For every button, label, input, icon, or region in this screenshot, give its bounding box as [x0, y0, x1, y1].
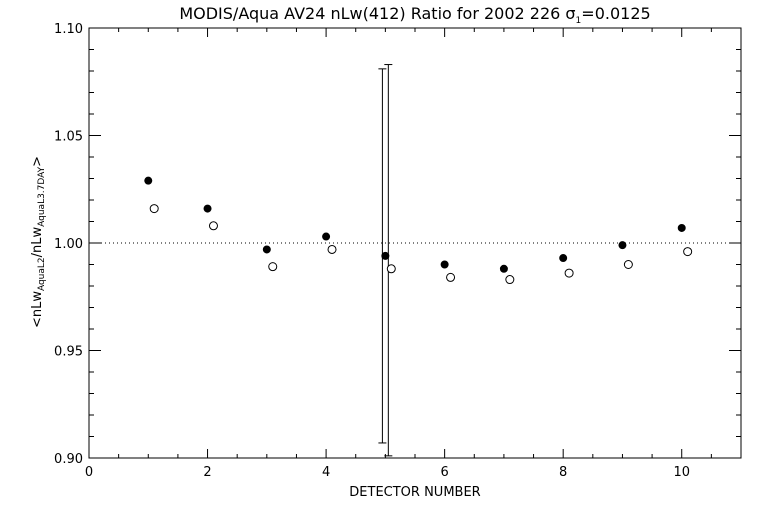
data-point-open: [268, 262, 278, 272]
x-axis-label: DETECTOR NUMBER: [349, 485, 480, 500]
x-tick-label: 2: [203, 465, 211, 480]
x-tick-label: 10: [673, 465, 690, 480]
data-point-filled: [559, 254, 568, 263]
data-point-open: [683, 247, 693, 257]
x-tick-label: 0: [85, 465, 93, 480]
data-point-filled: [262, 245, 271, 254]
data-point-open: [505, 275, 515, 285]
data-point-open: [623, 260, 633, 269]
y-tick-label: 0.90: [54, 452, 83, 467]
chart-title-sigma: σ: [565, 4, 575, 23]
data-point-filled: [440, 260, 449, 269]
x-tick-label: 8: [559, 465, 567, 480]
chart-title-main: MODIS/Aqua AV24 nLw(412) Ratio for 2002 …: [179, 4, 565, 23]
data-point-open: [386, 264, 396, 274]
y-tick-label: 1.05: [54, 130, 83, 145]
y-tick-label: 0.95: [54, 345, 83, 360]
data-point-filled: [322, 232, 331, 241]
data-point-filled: [144, 176, 153, 185]
data-point-filled: [618, 241, 627, 250]
chart-title: MODIS/Aqua AV24 nLw(412) Ratio for 2002 …: [179, 4, 650, 26]
data-point-filled: [677, 223, 686, 232]
y-axis-label-close: >: [30, 156, 45, 167]
y-axis-label-sub1: AquaL2: [37, 257, 47, 291]
plot-frame: [88, 27, 742, 459]
y-tick-label: 1.10: [54, 22, 83, 37]
data-point-filled: [499, 264, 508, 273]
data-point-filled: [381, 251, 390, 260]
y-axis-label-open: <nLw: [30, 291, 45, 328]
data-point-open: [564, 268, 574, 278]
chart-title-sigma-sub: 1: [576, 16, 582, 26]
data-point-filled: [203, 204, 212, 213]
x-tick-label: 6: [440, 465, 448, 480]
x-tick-label: 4: [322, 465, 330, 480]
y-axis-label-mid: /nLw: [30, 226, 45, 257]
y-tick-label: 1.00: [54, 237, 83, 252]
data-point-open: [149, 204, 159, 214]
data-point-open: [446, 272, 456, 282]
y-axis-label: <nLwAquaL2/nLwAquaL3.7DAY>: [30, 156, 47, 328]
plot-area: 0 2 4 6 8 10 0.90 0.95 1.00 1.05 1.10: [54, 22, 742, 480]
chart-title-sigma-value: =0.0125: [581, 4, 650, 23]
data-point-open: [208, 221, 218, 231]
data-point-open: [327, 244, 337, 254]
y-axis-label-sub2: AquaL3.7DAY: [37, 166, 47, 226]
